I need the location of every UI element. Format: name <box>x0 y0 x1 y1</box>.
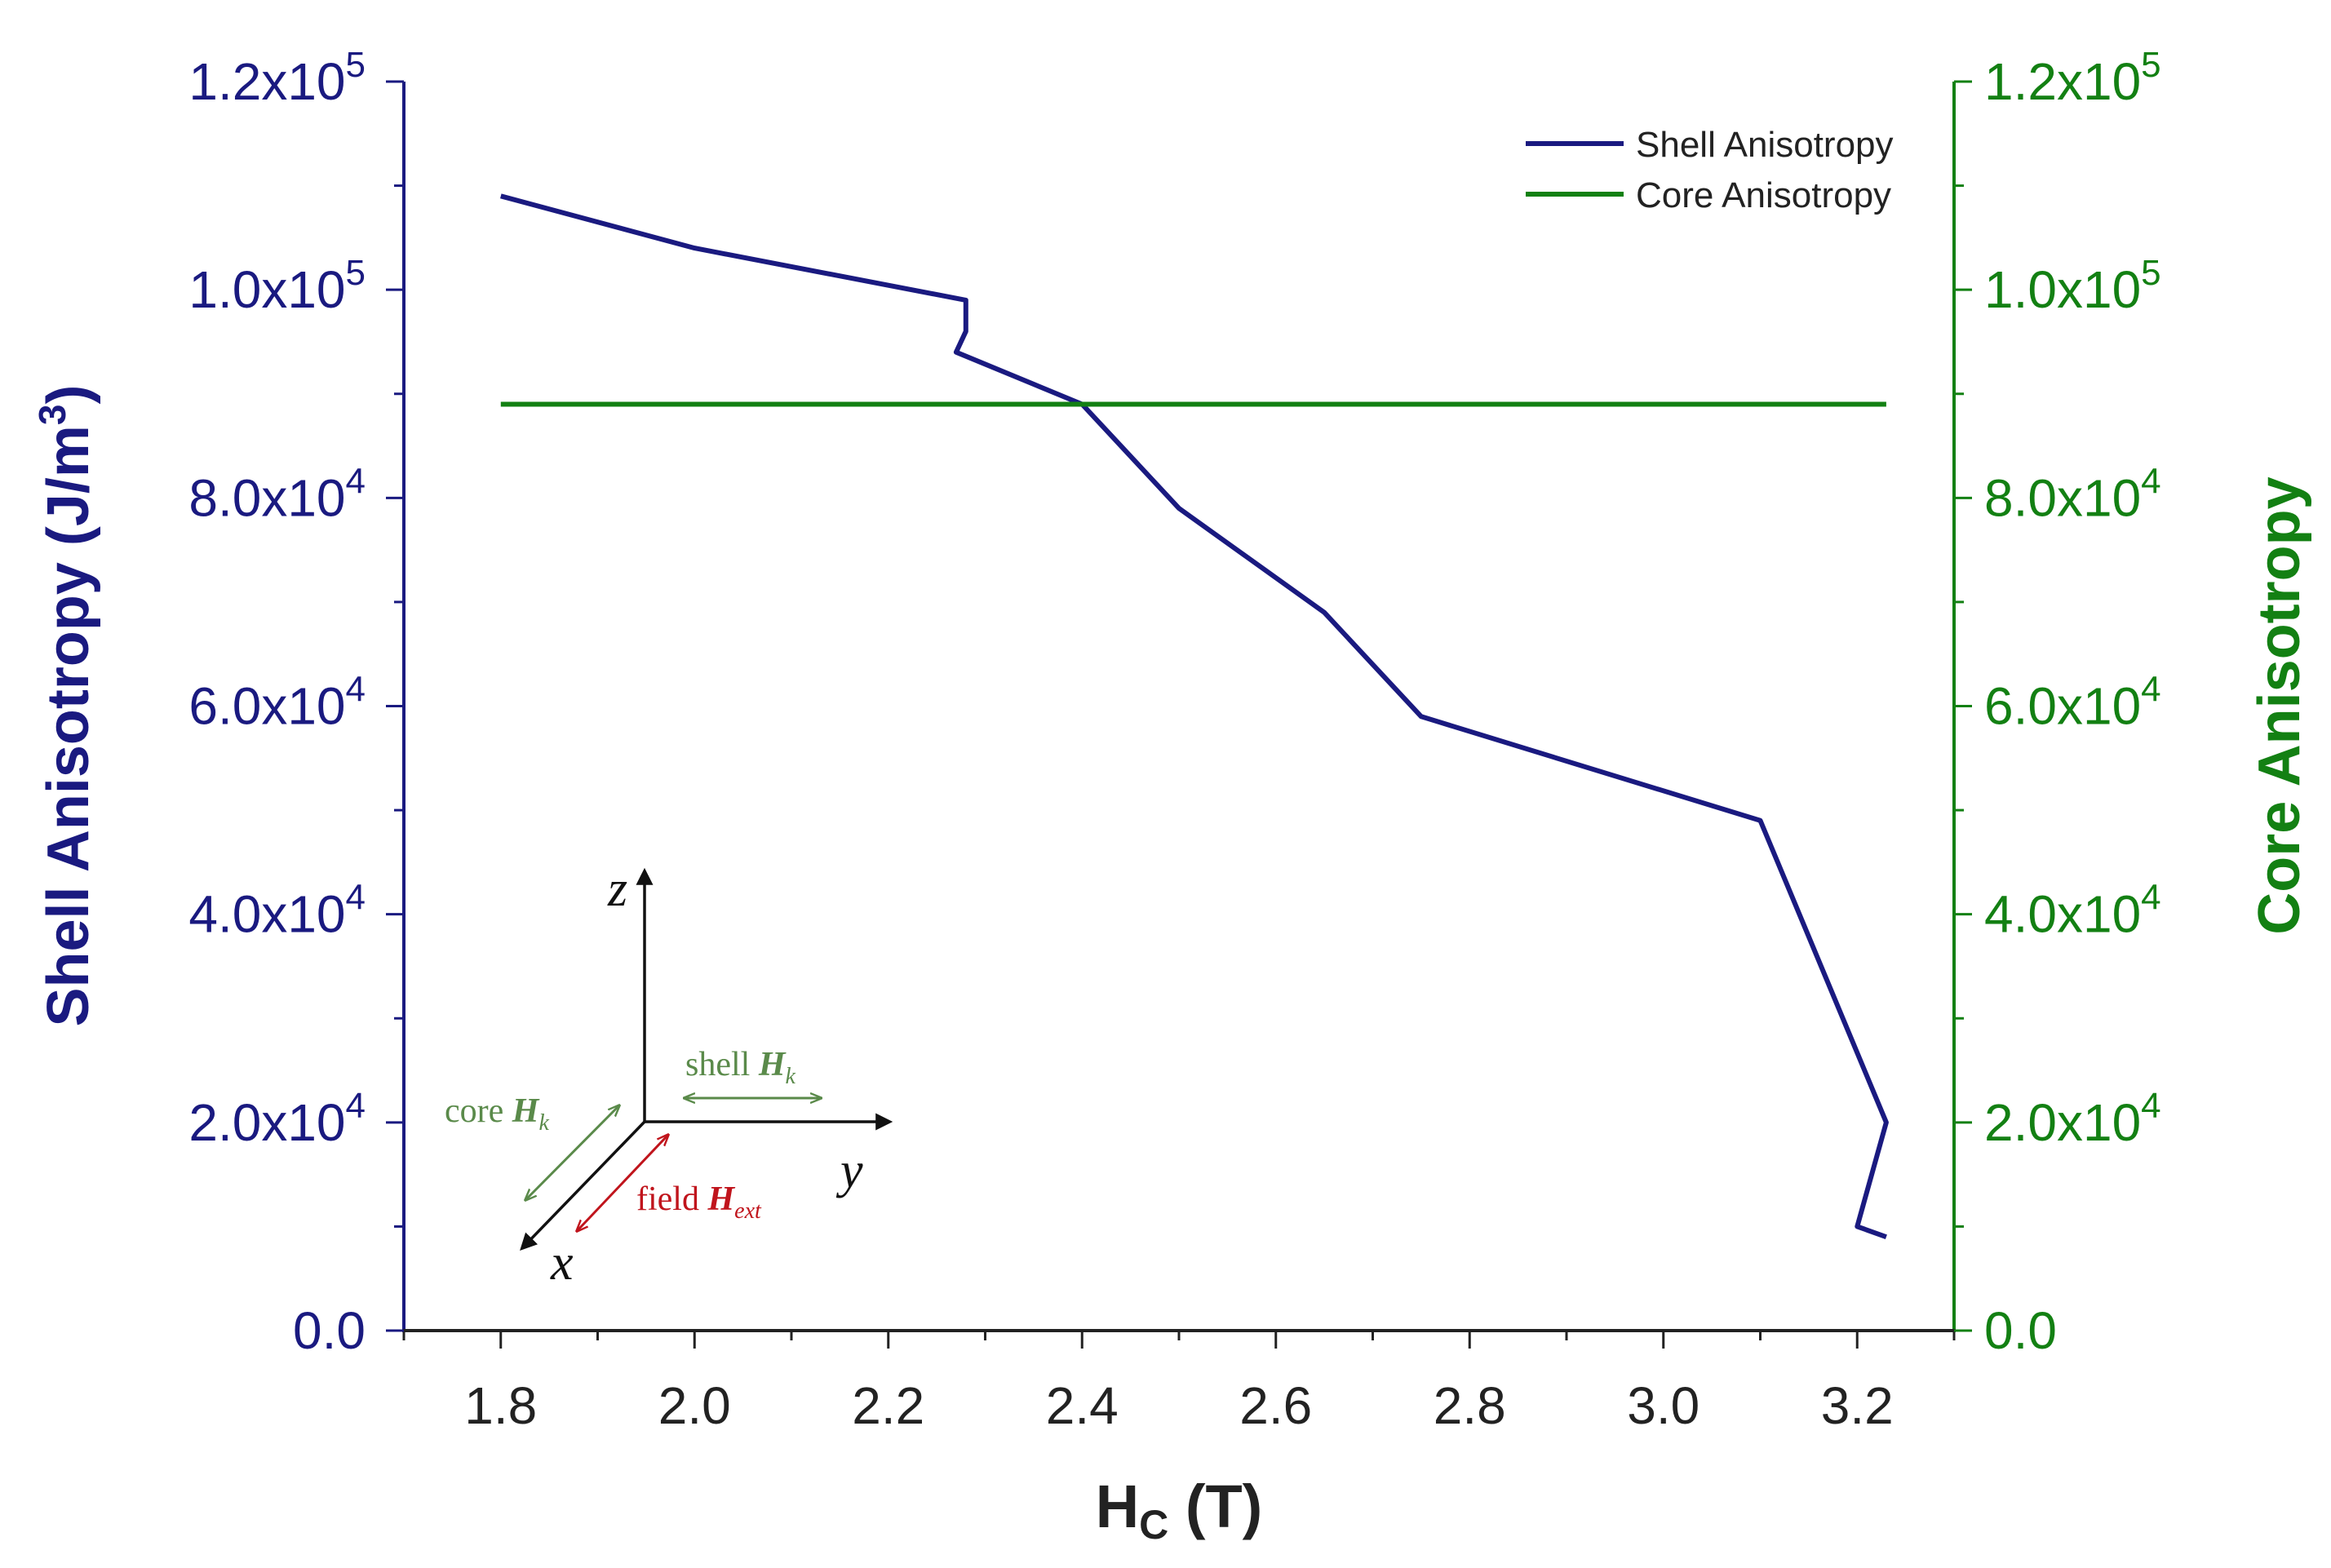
core-hk-label: core Hk <box>445 1092 549 1136</box>
shell-hk-label: shell Hk <box>685 1046 796 1089</box>
right-y-tick-label: 1.2x105 <box>1984 45 2161 111</box>
right-y-tick-label: 8.0x104 <box>1984 461 2161 527</box>
legend-label-core: Core Anisotropy <box>1636 175 1891 215</box>
left-y-tick-label: 8.0x104 <box>188 461 366 527</box>
right-y-tick-label: 4.0x104 <box>1984 878 2161 944</box>
inset-y-label: y <box>835 1143 863 1198</box>
left-y-tick-label: 1.0x105 <box>188 253 366 319</box>
x-tick-label: 2.0 <box>658 1376 731 1435</box>
left-y-ticks: 0.0 2.0x104 4.0x104 6.0x104 8.0x104 1.0x105 1.… <box>188 45 404 1360</box>
x-tick-label: 3.2 <box>1821 1376 1894 1435</box>
legend: Shell Anisotropy Core Anisotropy <box>1526 125 1894 215</box>
x-tick-label: 3.0 <box>1627 1376 1700 1435</box>
x-tick-label: 2.2 <box>852 1376 924 1435</box>
core-hk-arrow <box>526 1106 618 1199</box>
x-tick-label: 2.4 <box>1046 1376 1119 1435</box>
shell-anisotropy-line <box>500 193 1889 1240</box>
left-y-tick-label: 2.0x104 <box>188 1086 366 1152</box>
right-y-tick-label: 6.0x104 <box>1984 670 2161 736</box>
right-y-tick-label: 2.0x104 <box>1984 1086 2161 1152</box>
x-tick-label: 1.8 <box>464 1376 537 1435</box>
right-y-ticks: 0.0 2.0x104 4.0x104 6.0x104 8.0x104 1.0x105 1.… <box>1954 45 2161 1360</box>
plot-frame <box>402 82 1956 1332</box>
left-y-tick-label: 6.0x104 <box>188 670 366 736</box>
coordinate-inset: z y x shell Hk core Hk field Hext <box>445 862 893 1291</box>
x-ticks: 1.8 2.0 2.2 2.4 2.6 2.8 3.0 3.2 <box>402 1331 1956 1435</box>
inset-z-label: z <box>607 862 627 917</box>
field-hext-arrow <box>578 1136 667 1230</box>
left-y-tick-label: 4.0x104 <box>188 878 366 944</box>
left-y-tick-label: 1.2x105 <box>188 45 366 111</box>
field-hext-label: field Hext <box>636 1180 762 1224</box>
right-y-tick-label: 0.0 <box>1984 1301 2057 1360</box>
x-axis-title: HC (T) <box>1096 1473 1263 1548</box>
right-y-axis-title: Core Anisotropy <box>2247 476 2312 934</box>
legend-label-shell: Shell Anisotropy <box>1636 125 1894 165</box>
inset-x-label: x <box>550 1235 574 1291</box>
x-tick-label: 2.6 <box>1239 1376 1312 1435</box>
left-y-tick-label: 0.0 <box>293 1301 366 1360</box>
series-lines <box>500 193 1889 1240</box>
x-tick-label: 2.8 <box>1434 1376 1506 1435</box>
right-y-tick-label: 1.0x105 <box>1984 253 2161 319</box>
left-y-axis-title: Shell Anisotropy (J/m3) <box>31 384 101 1026</box>
